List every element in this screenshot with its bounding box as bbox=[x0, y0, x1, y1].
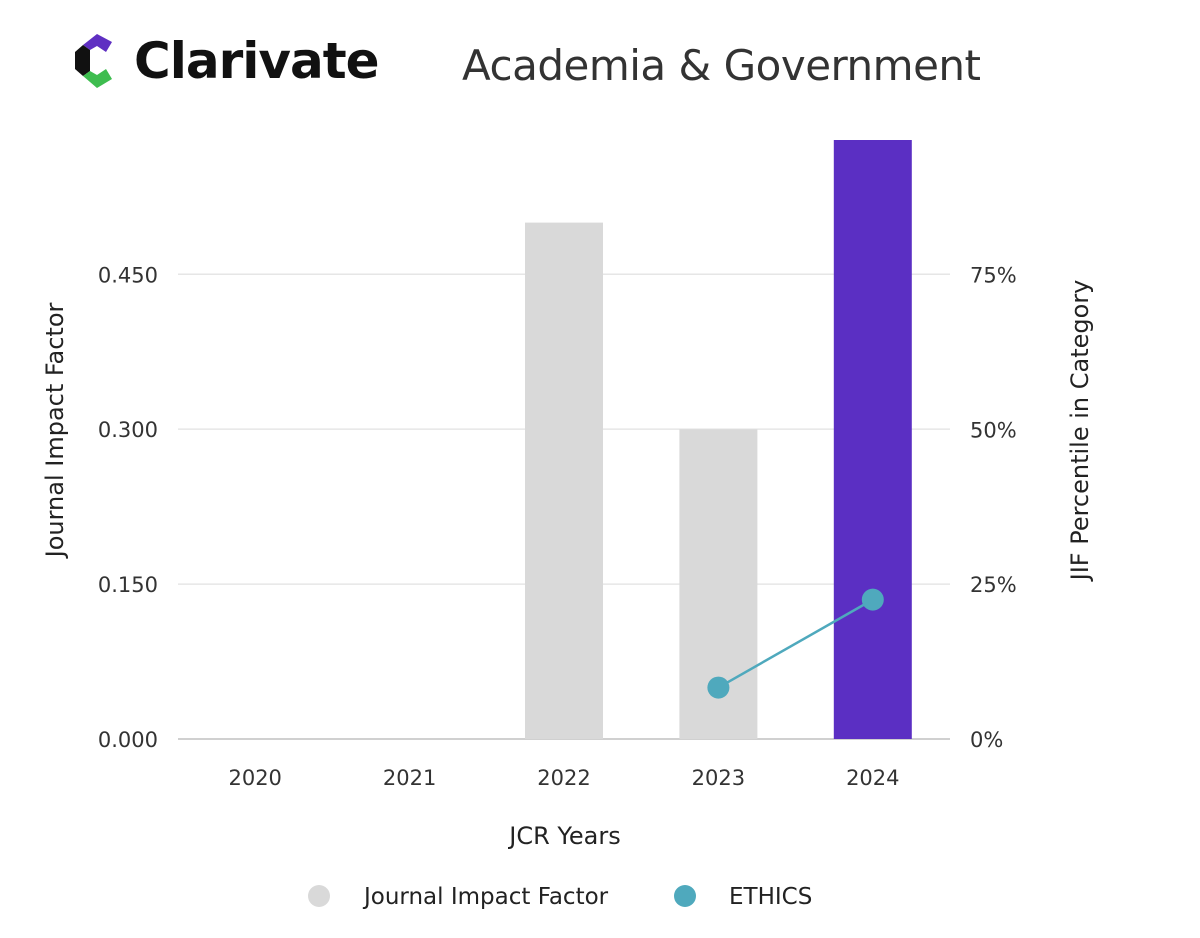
y2-tick-label: 75% bbox=[970, 263, 1017, 287]
y-axis-title: Journal Impact Factor bbox=[41, 303, 69, 560]
y2-axis-ticks: 0% 25% 50% 75% bbox=[970, 263, 1017, 752]
series-lines bbox=[717, 598, 874, 689]
legend-marker-ethics bbox=[674, 885, 696, 907]
bar-2022 bbox=[525, 222, 603, 739]
x-tick-label: 2021 bbox=[383, 766, 436, 790]
logo-top-segment bbox=[83, 34, 112, 52]
brand-name: Clarivate bbox=[134, 32, 380, 90]
legend-label-ethics: ETHICS bbox=[729, 884, 812, 910]
series-points bbox=[707, 588, 884, 699]
x-tick-label: 2023 bbox=[692, 766, 745, 790]
header: Clarivate Academia & Government bbox=[0, 0, 1200, 130]
bars bbox=[525, 140, 912, 739]
ethics-point-2024 bbox=[861, 588, 884, 611]
bar-2024 bbox=[833, 140, 912, 739]
ethics-line bbox=[717, 598, 874, 689]
ethics-point-2023 bbox=[707, 676, 730, 699]
logo-left-segment bbox=[75, 45, 90, 76]
y2-tick-label: 50% bbox=[970, 418, 1017, 442]
y-axis-ticks: 0.000 0.150 0.300 0.450 bbox=[98, 263, 158, 752]
x-tick-label: 2020 bbox=[228, 766, 281, 790]
x-tick-label: 2024 bbox=[846, 766, 899, 790]
y2-tick-label: 0% bbox=[970, 728, 1003, 752]
header-subtitle: Academia & Government bbox=[462, 41, 981, 90]
y-tick-label: 0.000 bbox=[98, 728, 158, 752]
x-axis-ticks: 2020 2021 2022 2023 2024 bbox=[228, 766, 899, 790]
y-tick-label: 0.450 bbox=[98, 263, 158, 287]
y2-tick-label: 25% bbox=[970, 573, 1017, 597]
y2-axis-title: JIF Percentile in Category bbox=[1066, 280, 1094, 583]
legend-label-jif: Journal Impact Factor bbox=[362, 884, 609, 910]
logo-bottom-segment bbox=[83, 69, 112, 88]
legend-marker-jif bbox=[308, 885, 330, 907]
x-axis-title: JCR Years bbox=[507, 822, 620, 850]
legend: Journal Impact Factor ETHICS bbox=[308, 884, 812, 910]
x-tick-label: 2022 bbox=[537, 766, 590, 790]
y-tick-label: 0.150 bbox=[98, 573, 158, 597]
clarivate-logo-icon bbox=[75, 34, 112, 88]
y-tick-label: 0.300 bbox=[98, 418, 158, 442]
